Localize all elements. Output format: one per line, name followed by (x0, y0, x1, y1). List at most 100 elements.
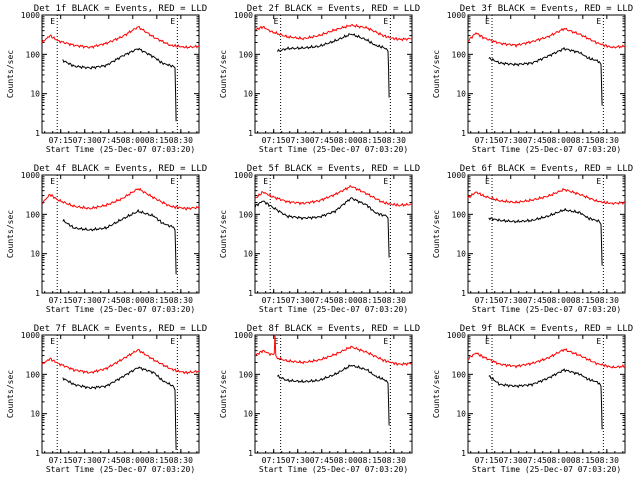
panel-4-x-axis-label: Start Time (25-Dec-07 07:03:20) (46, 305, 195, 314)
panel-9-y-tick-label: 100 (452, 370, 467, 379)
panel-4-x-tick-label: 08:15 (145, 296, 169, 305)
panel-5-y-tick-label: 100 (239, 210, 254, 219)
panel-5-x-tick-label: 08:00 (334, 296, 358, 305)
panel-2-y-tick-label: 1000 (234, 11, 253, 20)
panel-1-x-tick-label: 07:15 (49, 136, 73, 145)
panel-5-y-axis-label: Counts/sec (219, 210, 228, 258)
panel-6-x-tick-label: 07:15 (475, 296, 499, 305)
panel-2-lld-line (254, 23, 413, 42)
panel-6-x-tick-label: 07:45 (523, 296, 547, 305)
panel-5-lld-line (254, 184, 413, 207)
panel-3-marker-label: E (485, 17, 490, 26)
panel-9-title: Det 9f BLACK = Events, RED = LLD (460, 324, 633, 334)
panel-8-x-tick-label: 08:00 (334, 456, 358, 465)
panel-4-y-tick-label: 100 (26, 210, 41, 219)
panel-9-plot-frame (467, 334, 626, 454)
panel-8-title: Det 8f BLACK = Events, RED = LLD (247, 324, 420, 334)
panel-4-x-tick-label: 08:00 (121, 296, 145, 305)
panel-1-y-tick-label: 1000 (21, 11, 40, 20)
panel-6-y-tick-label: 1000 (447, 171, 466, 180)
panel-8-y-tick-label: 1 (248, 449, 253, 458)
panel-8-plot-frame (254, 334, 413, 454)
panel-7-lld-line (41, 348, 200, 375)
panel-7-x-tick-label: 08:15 (145, 456, 169, 465)
panel-8-y-tick-label: 100 (239, 370, 254, 379)
panel-2-x-tick-label: 07:30 (286, 136, 310, 145)
panel-4-y-axis-label: Counts/sec (6, 210, 15, 258)
panel-9-x-tick-label: 07:45 (523, 456, 547, 465)
panel-1-x-axis-label: Start Time (25-Dec-07 07:03:20) (46, 145, 195, 154)
panel-4-x-tick-label: 07:15 (49, 296, 73, 305)
panel-7-y-tick-label: 1000 (21, 331, 40, 340)
panel-7-marker-label: E (50, 337, 55, 346)
panel-4-y-tick-label: 1 (35, 289, 40, 298)
panel-9-lld-line (467, 348, 626, 369)
panel-8-lld-line (254, 334, 413, 367)
panel-9-y-tick-label: 1000 (447, 331, 466, 340)
panel-8-x-tick-label: 08:15 (358, 456, 382, 465)
panel-7-y-tick-label: 100 (26, 370, 41, 379)
panel-3-x-tick-label: 07:15 (475, 136, 499, 145)
panel-5-y-tick-label: 1000 (234, 171, 253, 180)
panel-2-x-axis-label: Start Time (25-Dec-07 07:03:20) (259, 145, 408, 154)
panel-5-x-tick-label: 07:15 (262, 296, 286, 305)
panel-2-y-tick-label: 10 (243, 90, 253, 99)
panel-7-y-tick-label: 10 (30, 410, 40, 419)
panel-1-x-tick-label: 08:15 (145, 136, 169, 145)
panel-7-x-axis-label: Start Time (25-Dec-07 07:03:20) (46, 465, 195, 474)
panel-8-x-tick-label: 08:30 (382, 456, 406, 465)
panel-5-plot-frame (254, 174, 413, 294)
panel-6-x-tick-label: 07:30 (499, 296, 523, 305)
panel-6-y-tick-label: 100 (452, 210, 467, 219)
panel-1-marker-label: E (170, 17, 175, 26)
panel-3-marker-label: E (596, 17, 601, 26)
panel-5-x-tick-label: 07:30 (286, 296, 310, 305)
panel-2-events-line (276, 33, 390, 98)
panel-1-title: Det 1f BLACK = Events, RED = LLD (34, 4, 207, 14)
panel-3-y-tick-label: 10 (456, 90, 466, 99)
panel-4-marker-label: E (170, 177, 175, 186)
panel-2-x-tick-label: 07:15 (262, 136, 286, 145)
panel-6-plot-frame (467, 174, 626, 294)
panel-9-y-axis-label: Counts/sec (432, 370, 441, 418)
panel-8-x-tick-label: 07:30 (286, 456, 310, 465)
panel-2-x-tick-label: 08:00 (334, 136, 358, 145)
panel-6-marker-label: E (596, 177, 601, 186)
panel-5-x-tick-label: 08:15 (358, 296, 382, 305)
panel-9-x-tick-label: 08:15 (571, 456, 595, 465)
panel-1-y-tick-label: 10 (30, 90, 40, 99)
panel-9-x-tick-label: 08:00 (547, 456, 571, 465)
panel-6-x-tick-label: 08:15 (571, 296, 595, 305)
panel-5-x-axis-label: Start Time (25-Dec-07 07:03:20) (259, 305, 408, 314)
panel-2-x-tick-label: 08:15 (358, 136, 382, 145)
panel-4-x-tick-label: 07:30 (73, 296, 97, 305)
panel-6-x-axis-label: Start Time (25-Dec-07 07:03:20) (472, 305, 621, 314)
panel-3-x-tick-label: 08:30 (595, 136, 619, 145)
panel-3-lld-line (467, 27, 626, 49)
panel-8-x-tick-label: 07:45 (310, 456, 334, 465)
panel-7-x-tick-label: 07:15 (49, 456, 73, 465)
panel-1-marker-label: E (50, 17, 55, 26)
panel-7-plot-frame (41, 334, 200, 454)
panel-5-events-line (254, 197, 390, 258)
panel-1-events-line (62, 47, 177, 122)
panel-5-y-tick-label: 1 (248, 289, 253, 298)
panel-7-marker-label: E (170, 337, 175, 346)
panel-5-x-tick-label: 07:45 (310, 296, 334, 305)
panel-9-x-tick-label: 07:15 (475, 456, 499, 465)
panel-3-y-tick-label: 100 (452, 50, 467, 59)
panel-9-events-line (488, 368, 603, 430)
panel-9-marker-label: E (485, 337, 490, 346)
panel-2-x-tick-label: 07:45 (310, 136, 334, 145)
panel-2-y-axis-label: Counts/sec (219, 50, 228, 98)
panel-7-x-tick-label: 08:30 (169, 456, 193, 465)
panel-4-marker-label: E (50, 177, 55, 186)
panel-9-y-tick-label: 10 (456, 410, 466, 419)
panel-9-marker-label: E (596, 337, 601, 346)
panel-2-marker-label: E (383, 17, 388, 26)
panel-8-x-tick-label: 07:15 (262, 456, 286, 465)
panel-1-x-tick-label: 08:00 (121, 136, 145, 145)
panel-6-y-tick-label: 10 (456, 250, 466, 259)
panel-2-y-tick-label: 1 (248, 129, 253, 138)
